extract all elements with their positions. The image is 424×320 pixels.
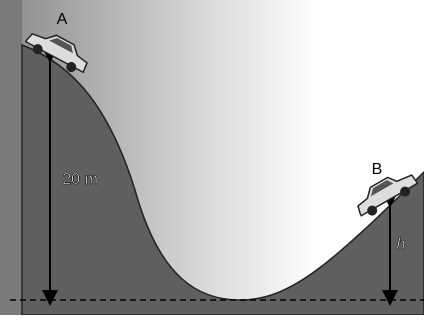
point-label: B [372, 161, 383, 178]
height-label: h [397, 236, 406, 253]
left-wall [0, 0, 22, 315]
point-label: A [57, 11, 68, 28]
height-label: 20 m [62, 171, 98, 188]
diagram: A B 20 m h [0, 0, 424, 315]
